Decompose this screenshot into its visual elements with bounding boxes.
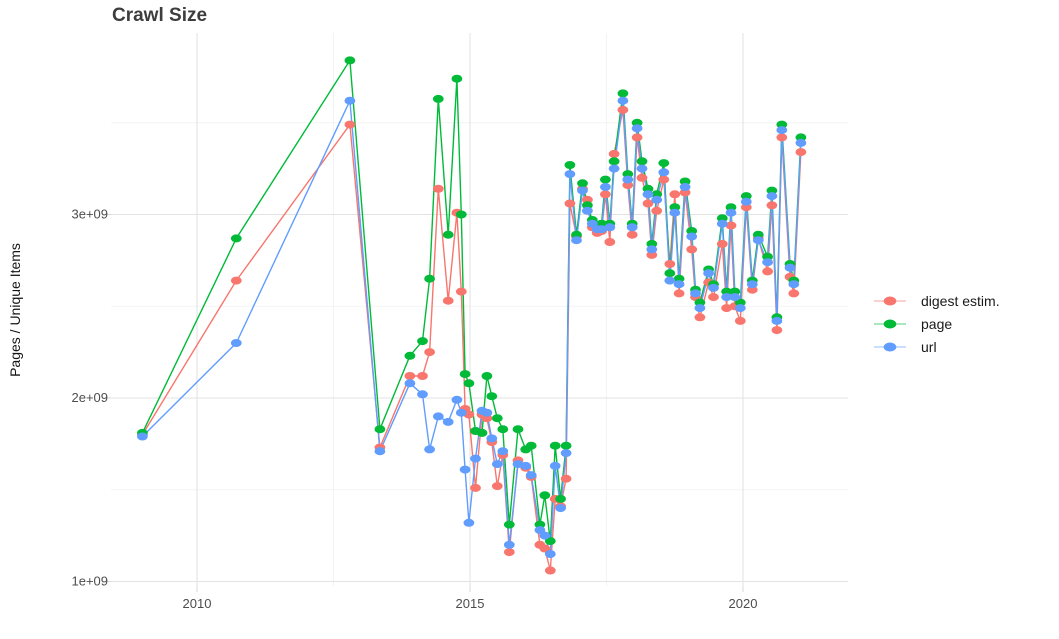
legend-item-digest-estim: digest estim.	[874, 293, 1000, 309]
axis-tick-marks	[105, 214, 744, 592]
y-axis-title: Pages / Unique Items	[7, 243, 23, 377]
legend-item-url: url	[874, 339, 937, 355]
legend-label-page: page	[921, 316, 952, 332]
legend-item-page: page	[874, 316, 952, 332]
panel-grid-major	[111, 33, 848, 586]
x-tick-label-2020: 2020	[729, 596, 758, 611]
legend-point-icon	[883, 342, 897, 352]
y-tick-label-1e09: 1e+09	[71, 574, 108, 589]
chart-title: Crawl Size	[112, 5, 207, 26]
legend-point-icon	[883, 296, 897, 306]
series-points	[137, 56, 807, 575]
y-tick-label-2e09: 2e+09	[71, 390, 108, 405]
x-tick-label-2015: 2015	[456, 596, 485, 611]
legend-point-icon	[883, 319, 897, 329]
y-tick-label-3e09: 3e+09	[71, 207, 108, 222]
legend-label-url: url	[921, 339, 937, 355]
legend-label-digest-estim: digest estim.	[921, 293, 1000, 309]
legend: digest estim. page url	[874, 293, 1000, 355]
x-tick-label-2010: 2010	[183, 596, 212, 611]
